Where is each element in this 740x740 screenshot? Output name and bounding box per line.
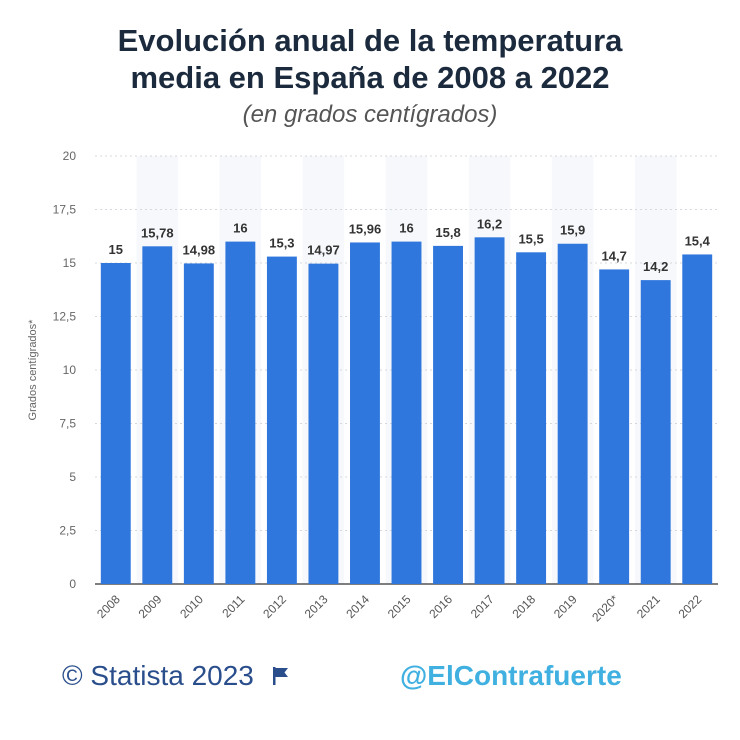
x-tick-label: 2022: [676, 592, 705, 621]
bar: [599, 269, 630, 584]
bar: [557, 243, 588, 585]
y-tick-label: 17,5: [53, 203, 77, 217]
bar: [391, 241, 422, 584]
y-tick-label: 7,5: [59, 417, 76, 431]
x-tick-label: 2013: [302, 592, 331, 621]
data-label: 15,8: [435, 225, 460, 240]
chart-title-line-2: media en España de 2008 a 2022: [130, 60, 610, 95]
data-label: 15,3: [269, 236, 294, 251]
data-label: 14,7: [602, 248, 627, 263]
x-tick-label: 2019: [551, 592, 580, 621]
y-tick-label: 12,5: [53, 310, 77, 324]
data-label: 14,97: [307, 243, 340, 258]
copyright-text: © Statista 2023: [62, 660, 254, 691]
x-tick-label: 2017: [468, 592, 497, 621]
y-axis-label: Grados centígrados*: [27, 319, 39, 421]
y-tick-label: 5: [69, 470, 76, 484]
data-label: 15: [109, 242, 123, 257]
bar: [183, 263, 214, 584]
x-tick-label: 2016: [426, 592, 455, 621]
data-label: 15,96: [349, 221, 382, 236]
bar: [682, 254, 713, 584]
x-tick-label: 2014: [343, 592, 372, 621]
y-tick-label: 0: [69, 577, 76, 591]
data-label: 15,4: [685, 233, 711, 248]
y-tick-label: 2,5: [59, 524, 76, 538]
x-tick-label: 2015: [385, 592, 414, 621]
x-tick-label: 2011: [219, 592, 247, 620]
data-label: 14,2: [643, 259, 668, 274]
x-tick-label: 2018: [509, 592, 538, 621]
data-label: 16,2: [477, 216, 502, 231]
x-tick-label: 2008: [94, 592, 123, 621]
data-label: 14,98: [183, 242, 216, 257]
y-tick-label: 10: [63, 363, 77, 377]
data-label: 16: [233, 221, 247, 236]
x-tick-label: 2020*: [589, 592, 621, 624]
y-tick-label: 20: [63, 149, 77, 163]
bar-chart: 02,557,51012,51517,52015200815,78200914,…: [27, 149, 718, 624]
x-tick-label: 2009: [136, 592, 165, 621]
bar: [100, 263, 131, 584]
data-label: 15,78: [141, 225, 174, 240]
y-tick-label: 15: [63, 256, 77, 270]
data-label: 15,9: [560, 223, 585, 238]
data-label: 16: [399, 221, 413, 236]
bar: [350, 242, 380, 584]
x-tick-label: 2021: [634, 592, 663, 621]
bar: [308, 263, 339, 584]
chart-title-line-1: Evolución anual de la temperatura: [117, 23, 623, 58]
bar: [640, 280, 671, 584]
bar: [142, 246, 173, 585]
chart-subtitle: (en grados centígrados): [242, 101, 498, 128]
x-tick-label: 2012: [260, 592, 289, 621]
bar: [266, 256, 297, 584]
twitter-handle: @ElContrafuerte: [400, 660, 622, 691]
bar: [516, 252, 547, 585]
data-label: 15,5: [518, 231, 543, 246]
flag-icon: [272, 667, 288, 685]
chart-title: Evolución anual de la temperatura media …: [0, 22, 740, 96]
statista-credit: © Statista 2023: [62, 660, 290, 692]
x-tick-label: 2010: [177, 592, 206, 621]
bar: [225, 241, 256, 584]
bar: [474, 237, 505, 584]
bar: [433, 245, 463, 584]
